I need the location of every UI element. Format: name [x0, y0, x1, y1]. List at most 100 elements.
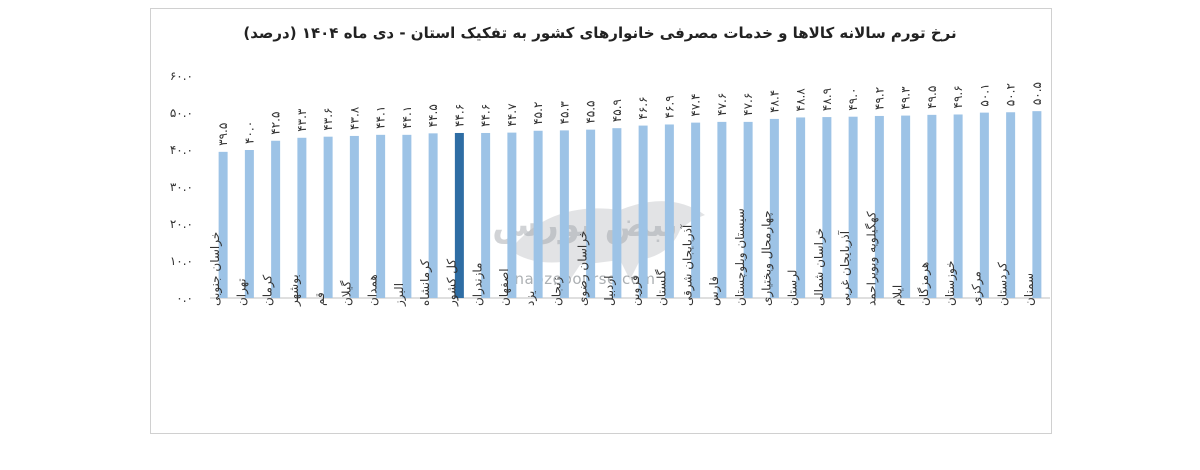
x-tick-label: خراسان شمالی	[812, 228, 827, 306]
x-tick-label: قزوین	[628, 275, 643, 306]
bar	[691, 122, 701, 299]
x-tick-label: ایلام	[891, 285, 905, 306]
x-tick-label: کرمانشاه	[418, 259, 433, 306]
bar	[874, 115, 884, 299]
data-label: ۴۹.۰	[846, 88, 860, 111]
x-tick-label: کل کشور	[444, 259, 459, 307]
data-label: ۴۵.۲	[531, 102, 545, 125]
chart-title: نرخ تورم سالانه کالاها و خدمات مصرفی خان…	[243, 24, 957, 42]
data-label: ۴۵.۵	[584, 100, 598, 123]
data-label: ۴۶.۹	[662, 95, 676, 118]
data-label: ۴۳.۳	[295, 108, 309, 132]
x-tick-label: بوشهر	[287, 274, 302, 307]
bar	[218, 151, 228, 298]
bar	[1032, 111, 1042, 299]
data-label: ۴۴.۱	[400, 106, 414, 129]
data-label: ۴۹.۳	[899, 86, 913, 110]
data-label: ۴۴.۷	[505, 103, 519, 127]
x-tick-label: البرز	[392, 283, 407, 307]
bar	[848, 116, 858, 298]
x-tick-label: اصفهان	[497, 268, 511, 306]
bar	[454, 132, 464, 298]
bar	[664, 124, 674, 298]
x-tick-label: کهگیلویه وبویراحمد	[864, 211, 879, 306]
data-label: ۴۹.۶	[951, 85, 965, 108]
x-tick-label: خراسان جنوبی	[208, 232, 223, 306]
data-label: ۴۸.۹	[820, 88, 834, 111]
bar	[901, 115, 911, 298]
x-tick-label: آذربایجان شرقی	[680, 224, 696, 306]
bar	[979, 112, 989, 298]
data-label: ۴۸.۴	[767, 90, 781, 113]
y-tick-label: ۰.۰	[176, 291, 193, 305]
bar	[796, 117, 806, 298]
watermark-bull-logo	[510, 201, 705, 280]
data-label: ۴۹.۵	[925, 86, 939, 109]
data-label: ۴۲.۵	[269, 112, 283, 135]
bar	[271, 140, 281, 298]
x-tick-label: چهارمحال وبختیاری	[759, 210, 774, 306]
x-tick-label: یزد	[523, 291, 538, 306]
data-label: ۴۵.۹	[610, 99, 624, 122]
bar	[349, 135, 359, 298]
bar	[743, 121, 753, 298]
bar	[586, 129, 596, 298]
data-label: ۴۷.۶	[741, 93, 755, 116]
bar	[822, 117, 832, 298]
x-tick-label: گیلان	[339, 280, 353, 306]
x-tick-label: گلستان	[654, 269, 668, 306]
data-label: ۳۹.۵	[216, 123, 230, 146]
data-label: ۴۶.۶	[636, 96, 650, 119]
data-label: ۴۰.۰	[242, 121, 256, 144]
x-tick-label: تهران	[234, 278, 249, 306]
data-label: ۴۳.۸	[347, 106, 361, 130]
data-label: ۴۴.۱	[374, 106, 388, 129]
bar	[428, 133, 438, 298]
bar	[638, 125, 648, 298]
data-label: ۵۰.۵	[1030, 82, 1044, 105]
data-label: ۴۴.۵	[426, 104, 440, 127]
bar	[533, 130, 543, 298]
bar	[376, 134, 386, 298]
data-label: ۴۷.۴	[689, 93, 703, 116]
x-tick-label: خراسان رضوی	[576, 231, 591, 306]
data-label: ۴۸.۸	[794, 88, 808, 112]
x-tick-label: همدان	[366, 274, 380, 306]
bar	[612, 128, 622, 298]
bar	[402, 134, 412, 298]
x-tick-label: زنجان	[549, 276, 564, 306]
bar	[953, 114, 963, 298]
x-tick-label: سیستان وبلوچستان	[733, 208, 748, 306]
x-tick-label: کرمان	[261, 274, 276, 306]
bar	[927, 114, 937, 298]
bar	[297, 137, 307, 298]
x-tick-label: اردبیل	[602, 275, 617, 306]
bar	[559, 130, 569, 298]
x-tick-label: مازندران	[471, 263, 486, 306]
data-label: ۴۴.۶	[479, 104, 493, 127]
bar	[717, 121, 727, 298]
x-tick-label: خوزستان	[943, 260, 958, 306]
x-tick-label: لرستان	[786, 270, 801, 306]
bar	[481, 132, 491, 298]
bar	[244, 150, 254, 298]
bar	[1006, 112, 1016, 298]
y-tick-label: ۶۰.۰	[170, 69, 193, 83]
x-tick-label: مرکزی	[969, 271, 984, 306]
data-label: ۴۳.۶	[321, 108, 335, 131]
x-tick-label: قم	[313, 292, 327, 306]
bar	[769, 118, 779, 298]
y-tick-label: ۴۰.۰	[170, 143, 193, 157]
x-tick-label: آذربایجان غربی	[837, 230, 853, 306]
data-label: ۴۵.۳	[557, 101, 571, 125]
data-label: ۵۰.۲	[1004, 83, 1018, 106]
data-label: ۴۴.۶	[452, 104, 466, 127]
x-tick-label: کردستان	[996, 262, 1011, 306]
y-tick-label: ۵۰.۰	[170, 106, 193, 120]
bar	[507, 132, 517, 298]
x-tick-label: سمنان	[1022, 273, 1036, 306]
y-tick-label: ۲۰.۰	[170, 217, 193, 231]
data-label: ۵۰.۱	[977, 83, 991, 106]
bar	[323, 136, 333, 298]
